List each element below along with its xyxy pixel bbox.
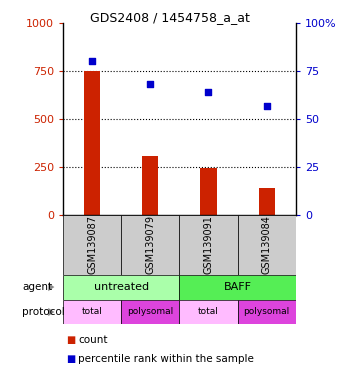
Point xyxy=(206,89,211,95)
Text: total: total xyxy=(82,308,102,316)
Text: GDS2408 / 1454758_a_at: GDS2408 / 1454758_a_at xyxy=(90,12,250,25)
Bar xyxy=(200,168,217,215)
Text: GSM139084: GSM139084 xyxy=(262,215,272,274)
Text: total: total xyxy=(198,308,219,316)
Text: GSM139091: GSM139091 xyxy=(203,215,214,274)
Point xyxy=(89,58,95,65)
Bar xyxy=(180,300,238,324)
Bar xyxy=(258,188,275,215)
Text: percentile rank within the sample: percentile rank within the sample xyxy=(78,354,254,364)
Text: ■: ■ xyxy=(66,354,75,364)
Bar xyxy=(180,215,238,275)
Bar xyxy=(180,275,296,300)
Point xyxy=(264,103,269,109)
Text: polysomal: polysomal xyxy=(243,308,290,316)
Bar xyxy=(63,275,180,300)
Text: untreated: untreated xyxy=(94,282,149,292)
Bar xyxy=(84,71,100,215)
Point xyxy=(148,81,153,88)
Text: GSM139079: GSM139079 xyxy=(145,215,155,274)
Text: count: count xyxy=(78,335,108,345)
Text: protocol: protocol xyxy=(22,307,65,317)
Text: polysomal: polysomal xyxy=(127,308,173,316)
Text: agent: agent xyxy=(22,282,52,292)
Bar xyxy=(238,300,296,324)
Bar xyxy=(63,300,121,324)
Bar xyxy=(142,157,158,215)
Bar xyxy=(63,215,121,275)
Bar xyxy=(121,300,180,324)
Text: ■: ■ xyxy=(66,335,75,345)
Bar xyxy=(121,215,180,275)
Text: GSM139087: GSM139087 xyxy=(87,215,97,274)
Bar xyxy=(238,215,296,275)
Text: BAFF: BAFF xyxy=(224,282,252,292)
